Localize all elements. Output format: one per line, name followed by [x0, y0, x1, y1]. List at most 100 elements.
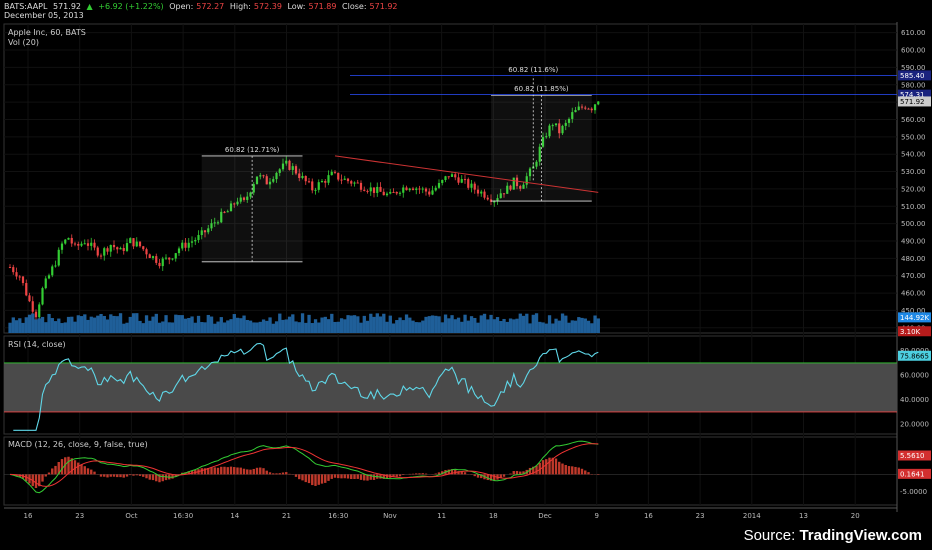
macd-histogram-bar	[233, 467, 236, 475]
volume-bar	[320, 317, 324, 333]
macd-histogram-bar	[44, 474, 47, 477]
candle-body	[291, 166, 294, 170]
macd-histogram-bar	[138, 474, 142, 476]
volume-bar	[70, 316, 74, 333]
price-axis-badge-label: 585.40	[900, 72, 925, 80]
symbol-name[interactable]: BATS:AAPL	[4, 2, 48, 11]
candle-body	[83, 243, 86, 245]
volume-bar	[580, 317, 584, 333]
macd-histogram-bar	[366, 474, 369, 481]
volume-bar	[307, 314, 311, 333]
rsi-pane-title[interactable]: RSI (14, close)	[8, 340, 66, 349]
macd-histogram-bar	[535, 465, 538, 475]
time-tick-label: 16:30	[328, 512, 348, 520]
time-tick-label: 2014	[743, 512, 761, 520]
volume-bar	[385, 321, 389, 333]
volume-bar	[239, 318, 243, 333]
candle-body	[528, 168, 532, 177]
price-axis-badge	[898, 312, 931, 323]
signal-value-badge	[898, 468, 931, 479]
volume-bar	[44, 322, 48, 333]
candle-body	[480, 191, 483, 194]
candle-body	[249, 192, 252, 197]
volume-bar	[183, 318, 188, 333]
candle-body	[519, 186, 522, 189]
macd-histogram-bar	[346, 474, 350, 479]
volume-bar	[466, 320, 470, 333]
candle-body	[418, 188, 421, 190]
macd-histogram-bar	[457, 471, 460, 475]
macd-histogram-bar	[395, 474, 398, 477]
volume-bar	[245, 319, 249, 333]
macd-histogram-bar	[142, 474, 145, 477]
candle-body	[18, 276, 21, 278]
volume-bar	[538, 321, 542, 333]
volume-bar	[499, 321, 503, 333]
candle-body	[372, 187, 376, 193]
candle-body	[405, 187, 408, 191]
price-pane-title[interactable]: Apple Inc, 60, BATS	[8, 28, 86, 37]
volume-bar	[372, 316, 376, 333]
candle-body	[67, 237, 70, 240]
macd-histogram-bar	[356, 474, 359, 479]
volume-bar	[57, 318, 61, 333]
volume-bar	[391, 323, 396, 333]
macd-histogram-bar	[80, 464, 83, 475]
macd-histogram-bar	[252, 468, 255, 475]
candle-body	[138, 241, 142, 247]
volume-bar	[73, 321, 77, 333]
candle-body	[60, 243, 64, 250]
rsi-value-label: 75.8665	[900, 352, 929, 360]
macd-histogram-bar	[203, 468, 207, 475]
macd-histogram-bar	[249, 469, 252, 475]
volume-bar	[512, 319, 516, 333]
macd-histogram-bar	[246, 469, 249, 475]
candle-body	[441, 179, 444, 184]
candle-body	[369, 187, 372, 192]
candle-body	[103, 248, 106, 256]
volume-bar	[336, 321, 340, 333]
candle-body	[161, 258, 164, 267]
source-brand: TradingView.com	[799, 527, 922, 544]
price-tick-label: 460.00	[901, 290, 926, 298]
macd-histogram-bar	[304, 474, 307, 483]
volume-bar	[473, 317, 477, 333]
price-tick-label: 560.00	[901, 116, 926, 124]
macd-histogram-bar	[158, 474, 161, 483]
volume-bar	[570, 320, 574, 333]
time-tick-label: 13	[799, 512, 808, 520]
candle-body	[346, 178, 350, 182]
candle-body	[86, 243, 90, 246]
macd-histogram-bar	[265, 470, 268, 475]
volume-bar	[404, 314, 409, 333]
candle-body	[571, 112, 574, 119]
volume-bar	[37, 318, 41, 333]
candle-body	[538, 146, 541, 162]
volume-bar	[24, 317, 28, 333]
macd-histogram-bar	[174, 474, 177, 477]
volume-pane-title[interactable]: Vol (20)	[8, 38, 39, 47]
macd-histogram-bar	[239, 467, 242, 475]
candle-body	[70, 237, 73, 244]
candle-body	[337, 172, 340, 180]
volume-bar	[125, 322, 129, 333]
volume-bar	[164, 315, 168, 333]
macd-histogram-bar	[480, 474, 483, 479]
volume-bar	[242, 315, 246, 333]
macd-histogram-bar	[343, 474, 346, 479]
volume-bar	[505, 321, 509, 333]
volume-bar	[547, 315, 552, 333]
volume-bar	[521, 315, 526, 333]
candle-body	[220, 211, 223, 223]
macd-pane-title[interactable]: MACD (12, 26, close, 9, false, true)	[8, 440, 148, 449]
candle-body	[142, 246, 145, 250]
macd-histogram-bar	[109, 474, 112, 477]
candle-body	[197, 235, 200, 240]
price-tick-label: 450.00	[901, 307, 926, 315]
candle-body	[96, 247, 99, 256]
volume-bar	[31, 313, 35, 333]
candle-body	[499, 193, 502, 199]
candle-body	[356, 182, 359, 184]
macd-histogram-bar	[236, 467, 239, 475]
candle-body	[77, 243, 80, 246]
